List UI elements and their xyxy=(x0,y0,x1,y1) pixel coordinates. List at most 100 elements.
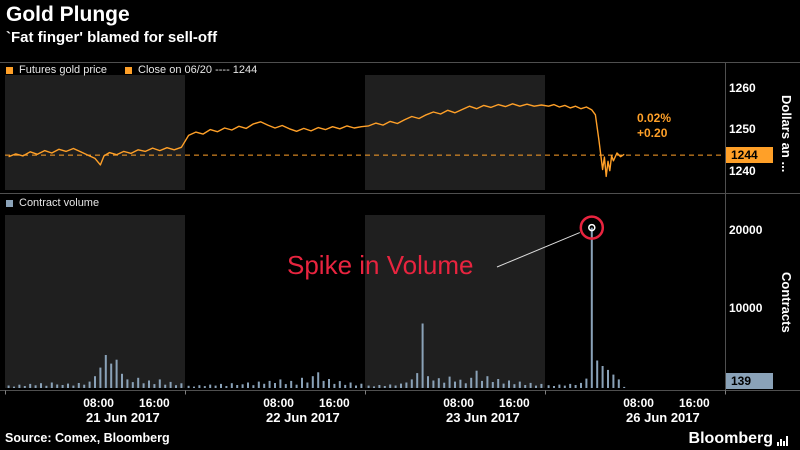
spike-circle-icon xyxy=(579,215,605,240)
volume-bar xyxy=(203,386,206,388)
volume-bar xyxy=(67,383,69,388)
volume-bar xyxy=(88,381,91,388)
volume-bar xyxy=(56,384,59,388)
volume-bar xyxy=(481,380,483,388)
volume-bar xyxy=(61,385,64,388)
volume-bar xyxy=(475,370,478,388)
bloomberg-bars-icon xyxy=(777,436,788,446)
volume-bar xyxy=(513,384,516,388)
volume-bar xyxy=(23,386,26,388)
session-band xyxy=(5,75,185,190)
volume-bar xyxy=(220,383,222,388)
volume-bar xyxy=(338,381,341,388)
price-tick-label: 1240 xyxy=(729,163,756,178)
date-label: 22 Jun 2017 xyxy=(266,410,340,425)
volume-bar xyxy=(115,359,118,388)
volume-bar xyxy=(268,380,271,388)
price-change-abs: +0.20 xyxy=(637,126,668,140)
volume-bar xyxy=(301,377,303,388)
volume-bar xyxy=(367,385,370,388)
volume-bar xyxy=(394,385,397,388)
volume-bar xyxy=(99,367,102,388)
time-tick-label: 08:00 xyxy=(83,396,114,410)
volume-bar xyxy=(225,386,228,388)
time-tick-label: 08:00 xyxy=(263,396,294,410)
volume-bar xyxy=(410,379,413,388)
volume-bar xyxy=(126,379,129,388)
volume-bar xyxy=(295,384,298,388)
volume-bar xyxy=(518,381,521,388)
price-series-swatch-icon xyxy=(6,66,13,74)
volume-bar xyxy=(274,383,276,388)
volume-bar xyxy=(257,381,260,388)
volume-bar xyxy=(104,355,107,388)
volume-bar xyxy=(470,377,473,388)
volume-bar xyxy=(34,385,37,388)
volume-bar xyxy=(405,382,408,388)
session-band xyxy=(365,75,545,190)
bloomberg-wordmark: Bloomberg xyxy=(688,430,773,447)
volume-bar xyxy=(198,385,201,388)
volume-bar xyxy=(508,380,510,388)
volume-axis-title: Contracts xyxy=(779,272,794,333)
volume-bar xyxy=(601,366,604,388)
volume-bar xyxy=(284,384,287,388)
price-tick-label: 1250 xyxy=(729,122,756,137)
volume-bar xyxy=(45,385,48,388)
volume-bar xyxy=(497,379,500,388)
price-change-annotation: 0.02% +0.20 xyxy=(637,111,671,141)
volume-bar xyxy=(547,385,550,388)
volume-bar xyxy=(389,384,392,388)
close-line-swatch-icon xyxy=(125,66,133,74)
volume-bar xyxy=(175,385,177,388)
session-band xyxy=(365,215,545,388)
volume-bar xyxy=(524,385,527,388)
source-credit: Source: Comex, Bloomberg xyxy=(5,431,170,445)
price-tick-label: 1260 xyxy=(729,81,756,96)
price-series-label: Futures gold price xyxy=(19,64,108,76)
volume-bar xyxy=(590,227,593,388)
volume-bar xyxy=(13,386,15,388)
volume-bar xyxy=(247,382,249,388)
volume-bar xyxy=(77,383,80,388)
volume-bar xyxy=(491,382,494,388)
volume-bar xyxy=(164,384,167,388)
page-title: Gold Plunge xyxy=(6,3,130,26)
volume-bar xyxy=(137,377,140,388)
volume-bar xyxy=(421,323,424,388)
volume-bar xyxy=(502,383,505,388)
volume-bar xyxy=(459,379,462,388)
volume-bar xyxy=(214,385,217,388)
volume-bar xyxy=(131,382,134,388)
volume-bar xyxy=(427,376,429,388)
volume-bar xyxy=(279,379,282,388)
close-line-label: Close on 06/20 ---- 1244 xyxy=(138,64,258,76)
page-subtitle: `Fat finger' blamed for sell-off xyxy=(6,29,218,46)
volume-bar xyxy=(18,384,21,388)
volume-bar xyxy=(158,379,161,388)
price-change-pct: 0.02% xyxy=(637,111,672,125)
volume-bar xyxy=(623,386,626,388)
volume-bar xyxy=(416,373,419,388)
volume-bar xyxy=(7,385,10,388)
volume-bar xyxy=(540,383,543,388)
volume-bar xyxy=(535,385,537,388)
price-legend: Futures gold price Close on 06/20 ---- 1… xyxy=(6,64,257,76)
volume-bar xyxy=(607,369,609,388)
volume-bar xyxy=(110,363,113,388)
volume-bar xyxy=(529,382,532,388)
volume-bar xyxy=(322,380,325,388)
volume-bar xyxy=(263,383,266,388)
volume-bar xyxy=(612,374,615,388)
volume-bar xyxy=(252,385,255,388)
volume-bar xyxy=(311,376,314,388)
price-line xyxy=(8,103,625,178)
volume-tick-label: 20000 xyxy=(729,222,763,237)
volume-bar xyxy=(230,383,233,388)
volume-bar xyxy=(328,379,330,388)
volume-bar xyxy=(596,360,599,388)
volume-bar xyxy=(400,383,402,388)
volume-bar xyxy=(209,384,212,388)
